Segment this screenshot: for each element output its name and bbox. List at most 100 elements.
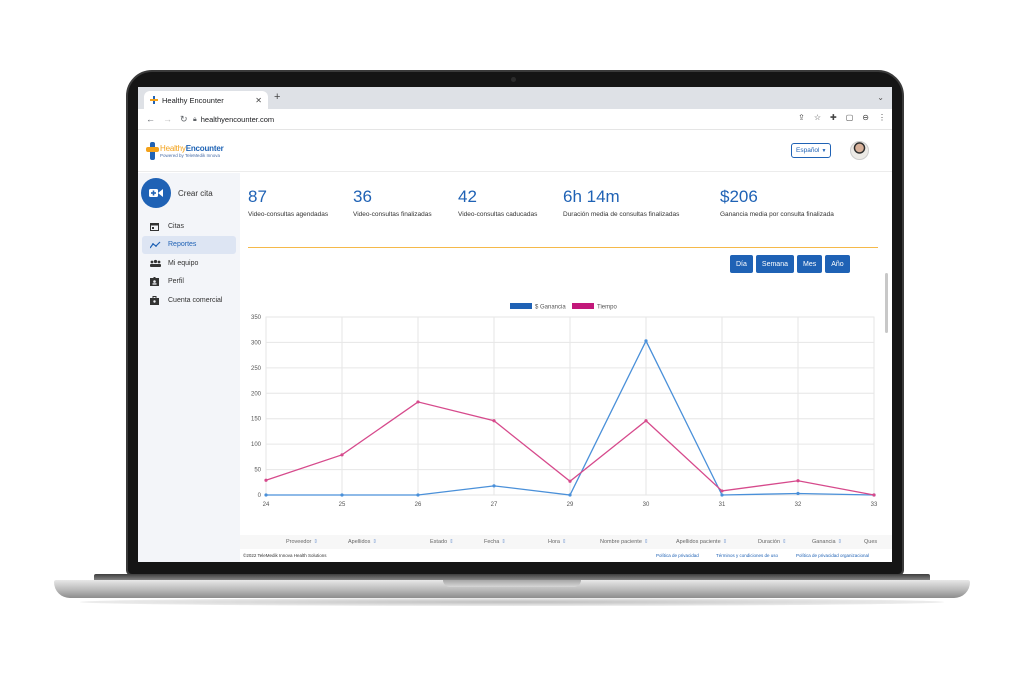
- footer-copyright: ©2022 TeleMedik Innova Health Solutions: [243, 553, 327, 558]
- stat-label: Duración media de consultas finalizadas: [563, 211, 680, 218]
- column-label: Ganancia: [812, 539, 836, 545]
- sidebar: Crear cita Citas Reportes Mi equipo Per: [138, 173, 240, 562]
- sidebar-item-citas[interactable]: Citas: [142, 217, 236, 235]
- table-column-header[interactable]: Nombre paciente ⇕: [600, 539, 649, 545]
- legend-swatch: [510, 303, 532, 309]
- browser-tab[interactable]: Healthy Encounter ✕: [144, 91, 268, 109]
- user-avatar[interactable]: [850, 141, 869, 160]
- briefcase-icon: [150, 295, 161, 305]
- sort-icon: ⇕: [313, 539, 318, 545]
- footer-link-org-privacy[interactable]: Política de privacidad organizacional: [796, 553, 870, 558]
- column-label: Apellidos: [348, 539, 371, 545]
- table-column-header[interactable]: Apellidos ⇕: [348, 539, 377, 545]
- sort-icon: ⇕: [643, 539, 649, 545]
- sidepanel-icon[interactable]: ▢: [845, 113, 854, 122]
- sidebar-item-perfil[interactable]: Perfil: [142, 273, 236, 291]
- browser-tab-bar: Healthy Encounter ✕ + ⌄: [138, 87, 892, 109]
- period-month-button[interactable]: Mes: [796, 255, 823, 273]
- data-point: [264, 493, 268, 497]
- sort-icon: ⇕: [837, 539, 843, 545]
- stat-value: 6h 14m: [563, 187, 620, 206]
- column-label: Fecha: [484, 539, 500, 545]
- language-dropdown[interactable]: Español ▼: [791, 143, 832, 158]
- app-logo[interactable]: HealthyEncounter Powered by TeleMedik In…: [146, 141, 236, 161]
- tab-title: Healthy Encounter: [162, 95, 224, 105]
- sort-icon: ⇕: [372, 539, 377, 545]
- menu-kebab-icon[interactable]: ⋮: [878, 113, 886, 122]
- vertical-scrollbar[interactable]: [885, 273, 888, 333]
- laptop-camera: [511, 77, 516, 82]
- profile-icon[interactable]: ⊖: [862, 113, 869, 122]
- sort-icon: ⇕: [501, 539, 506, 545]
- period-year-button[interactable]: Año: [825, 255, 850, 273]
- table-column-header[interactable]: Duración ⇕: [758, 539, 787, 545]
- table-column-header[interactable]: Hora ⇕: [548, 539, 567, 545]
- column-label: Proveedor: [286, 539, 312, 545]
- logo-tagline: Powered by TeleMedik Innova: [160, 153, 220, 158]
- sort-icon: ⇕: [722, 539, 728, 545]
- address-bar[interactable]: 🔒︎ healthyencounter.com: [193, 112, 753, 127]
- x-tick-label: 24: [263, 502, 270, 508]
- id-card-icon: [150, 277, 161, 286]
- laptop-screen: Healthy Encounter ✕ + ⌄ ← → ↻ 🔒︎ healthy…: [138, 87, 892, 562]
- column-label: Duración: [758, 539, 781, 545]
- language-label: Español: [796, 147, 820, 154]
- sidebar-item-label: Reportes: [168, 241, 197, 248]
- data-point: [492, 419, 496, 423]
- data-point: [340, 453, 344, 457]
- column-label: Hora: [548, 539, 560, 545]
- laptop-notch: [443, 580, 581, 587]
- data-point: [568, 493, 572, 497]
- sidebar-item-label: Perfil: [168, 278, 184, 285]
- section-divider: [248, 247, 878, 248]
- back-icon[interactable]: ←: [146, 114, 155, 124]
- stat-value: 36: [353, 187, 372, 206]
- reload-icon[interactable]: ↻: [180, 113, 188, 124]
- stat-value: 42: [458, 187, 477, 206]
- footer-link-terms[interactable]: Términos y condiciones de uso: [716, 553, 779, 558]
- table-column-header[interactable]: Estado ⇕: [430, 539, 454, 545]
- extensions-icon[interactable]: ✚: [830, 113, 837, 122]
- forward-icon[interactable]: →: [163, 114, 172, 124]
- sidebar-item-label: Cuenta comercial: [168, 296, 223, 304]
- data-point: [644, 419, 648, 423]
- table-column-header[interactable]: Apellidos paciente ⇕: [676, 539, 727, 545]
- bookmark-star-icon[interactable]: ☆: [813, 113, 822, 122]
- share-icon[interactable]: ⇪: [798, 113, 805, 122]
- stat-label: Video-consultas agendadas: [248, 211, 329, 218]
- table-column-header[interactable]: Proveedor ⇕: [286, 539, 318, 545]
- tab-close-icon[interactable]: ✕: [255, 95, 262, 105]
- y-tick-label: 250: [251, 366, 262, 372]
- table-column-header[interactable]: Ques: [864, 539, 877, 545]
- laptop-shadow: [80, 598, 944, 606]
- browser-toolbar: ← → ↻ 🔒︎ healthyencounter.com ⇪ ☆ ✚ ▢ ⊖ …: [138, 109, 892, 130]
- legend-label: Tiempo: [597, 305, 617, 311]
- legend-label: $ Ganancia: [535, 305, 566, 311]
- y-tick-label: 300: [251, 340, 262, 346]
- earnings-time-chart: 0 50 100 150 200 250 300 350 24 25 26 27 29 30 31 32 33 $…: [251, 303, 878, 508]
- sidebar-item-reportes[interactable]: Reportes: [142, 235, 236, 254]
- period-selector: Día Semana Mes Año: [730, 255, 850, 273]
- chevron-down-icon: ▼: [821, 147, 827, 154]
- legend-swatch: [572, 303, 594, 309]
- create-appointment-button[interactable]: Crear cita: [141, 178, 213, 208]
- video-plus-icon: [141, 178, 171, 208]
- table-column-header[interactable]: Ganancia ⇕: [812, 539, 842, 545]
- y-tick-label: 50: [254, 468, 261, 474]
- tab-search-icon[interactable]: ⌄: [877, 93, 884, 102]
- team-icon: [150, 259, 161, 267]
- sidebar-item-cuenta-comercial[interactable]: Cuenta comercial: [142, 291, 236, 309]
- data-point: [720, 493, 724, 497]
- y-tick-label: 200: [251, 391, 262, 397]
- data-point: [796, 491, 800, 496]
- footer-link-privacy[interactable]: Política de privacidad: [656, 553, 699, 558]
- stat-avg-earnings: $206 Ganancia media por consulta finaliz…: [720, 187, 834, 218]
- period-week-button[interactable]: Semana: [755, 255, 794, 273]
- toolbar-icons: ⇪ ☆ ✚ ▢ ⊖ ⋮: [798, 113, 886, 122]
- logo-wordmark: HealthyEncounter: [160, 144, 224, 153]
- table-column-header[interactable]: Fecha ⇕: [484, 539, 506, 545]
- stat-expired: 42 Video-consultas caducadas: [458, 187, 537, 218]
- new-tab-button[interactable]: +: [274, 91, 281, 103]
- period-day-button[interactable]: Día: [730, 255, 753, 273]
- sidebar-item-mi-equipo[interactable]: Mi equipo: [142, 254, 236, 272]
